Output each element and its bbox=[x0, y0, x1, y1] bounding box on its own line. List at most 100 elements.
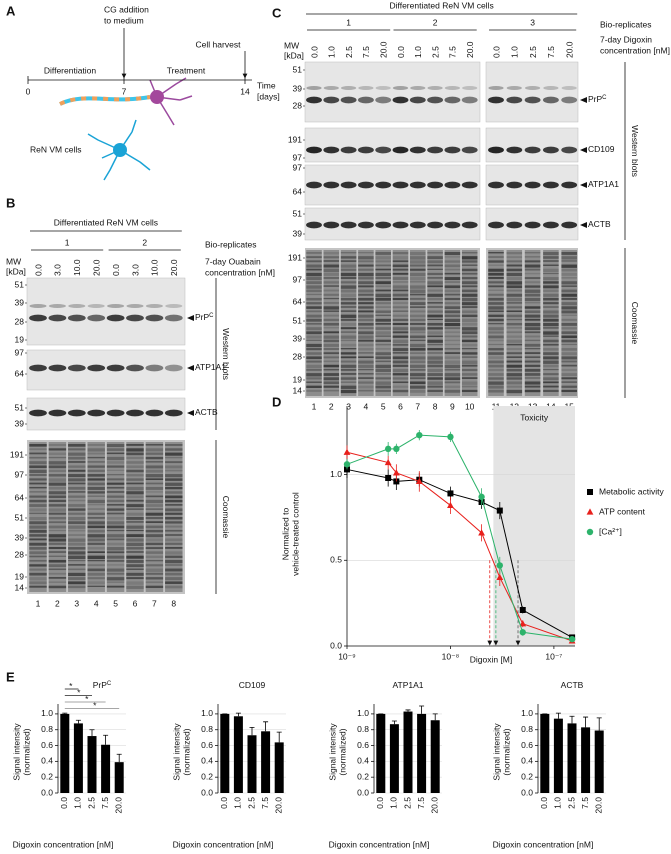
coomassie-band bbox=[48, 512, 67, 515]
y-tick-label: 0.8 bbox=[521, 724, 533, 734]
mw-label: 97 bbox=[293, 274, 303, 284]
coomassie-band bbox=[323, 352, 340, 355]
y-tick-label: 0.8 bbox=[357, 724, 369, 734]
concentration-label: 20.0 bbox=[169, 259, 179, 276]
coomassie-band bbox=[392, 252, 409, 255]
coomassie-band bbox=[340, 385, 357, 389]
band bbox=[357, 221, 374, 229]
coomassie-band bbox=[48, 499, 67, 503]
coomassie-band bbox=[358, 260, 374, 263]
error-bar bbox=[405, 709, 411, 712]
coomassie-band bbox=[427, 264, 443, 267]
blot bbox=[304, 127, 481, 163]
header: Differentiated ReN VM cells bbox=[54, 217, 158, 227]
coomassie-band bbox=[427, 331, 443, 335]
coomassie-band bbox=[524, 381, 541, 385]
coomassie-band bbox=[461, 343, 478, 347]
coomassie-band bbox=[165, 491, 183, 494]
coomassie-band bbox=[524, 310, 541, 313]
mw-label: 28 bbox=[15, 549, 25, 559]
coomassie-band bbox=[68, 474, 86, 478]
coomassie-band bbox=[29, 444, 47, 447]
coomassie-band bbox=[375, 260, 391, 263]
coomassie-band bbox=[461, 327, 478, 331]
coomassie-band bbox=[543, 314, 559, 318]
concentration-label: 7.5 bbox=[448, 46, 458, 58]
coomassie-band bbox=[126, 551, 144, 553]
replicate-label: 2 bbox=[433, 17, 438, 27]
coomassie-band bbox=[392, 373, 409, 376]
coomassie-band bbox=[488, 373, 504, 376]
coomassie-band bbox=[48, 465, 67, 469]
coomassie-band bbox=[561, 252, 577, 255]
lane-label: 5 bbox=[381, 401, 386, 411]
coomassie-band bbox=[29, 474, 47, 476]
coomassie-band bbox=[323, 335, 340, 339]
coomassie-band bbox=[524, 297, 541, 302]
y-tick-label: 1.0 bbox=[201, 708, 213, 718]
band bbox=[87, 314, 106, 322]
coomassie-band bbox=[126, 448, 144, 452]
coomassie-band bbox=[340, 281, 357, 284]
coomassie-band bbox=[323, 389, 340, 392]
coomassie-band bbox=[488, 323, 504, 325]
coomassie-band bbox=[461, 293, 478, 297]
coomassie-band bbox=[543, 268, 559, 272]
coomassie-band bbox=[410, 348, 426, 351]
coomassie-band bbox=[427, 310, 443, 313]
concentration-label: 20.0 bbox=[465, 41, 475, 58]
coomassie-band bbox=[410, 335, 426, 339]
coomassie-band bbox=[165, 444, 183, 446]
coomassie-band bbox=[68, 465, 86, 468]
band bbox=[506, 221, 523, 229]
mw-label: 28 bbox=[293, 351, 303, 361]
coomassie-band bbox=[87, 555, 105, 560]
coomassie-band bbox=[165, 534, 183, 536]
coomassie-band bbox=[461, 389, 478, 393]
coomassie-band bbox=[392, 260, 409, 263]
mw-title: MW bbox=[6, 256, 21, 266]
label-arrow bbox=[580, 182, 587, 188]
lane-label: 5 bbox=[113, 598, 118, 608]
coomassie-band bbox=[126, 474, 144, 477]
coomassie-band bbox=[106, 542, 125, 546]
coomassie-band bbox=[340, 277, 357, 279]
event-label: Cell harvest bbox=[196, 39, 242, 49]
y-axis-label: Signal intensity bbox=[327, 723, 337, 781]
coomassie-band bbox=[145, 504, 164, 507]
coomassie-band bbox=[410, 318, 426, 322]
coomassie-band bbox=[106, 534, 125, 538]
coomassie-band bbox=[444, 264, 461, 268]
data-point bbox=[416, 431, 423, 439]
coomassie-band bbox=[106, 555, 125, 559]
coomassie-band bbox=[524, 314, 541, 318]
coomassie-band bbox=[306, 293, 322, 296]
coomassie-band bbox=[444, 335, 461, 338]
replicate-label: 1 bbox=[346, 17, 351, 27]
band bbox=[506, 96, 523, 104]
coomassie-band bbox=[323, 302, 340, 304]
coomassie-band bbox=[524, 343, 541, 347]
coomassie-band bbox=[358, 389, 374, 392]
coomassie-band bbox=[87, 517, 105, 519]
coomassie-band bbox=[410, 331, 426, 334]
coomassie-band bbox=[87, 547, 105, 550]
coomassie-band bbox=[543, 327, 559, 329]
band bbox=[488, 221, 504, 229]
coomassie-band bbox=[323, 281, 340, 284]
band bbox=[409, 221, 426, 229]
coomassie-band bbox=[29, 555, 47, 558]
coomassie-band bbox=[543, 277, 559, 281]
band bbox=[306, 181, 322, 189]
coomassie-band bbox=[145, 577, 164, 580]
time-tick-label: 14 bbox=[240, 86, 250, 96]
coomassie-band bbox=[323, 277, 340, 279]
coomassie-band bbox=[29, 577, 47, 581]
coomassie-band bbox=[410, 289, 426, 293]
coomassie-band bbox=[561, 314, 577, 316]
chart-title-text: ATP1A1 bbox=[392, 680, 423, 690]
error-bar bbox=[75, 719, 81, 724]
blot-label-text: ACTB bbox=[588, 219, 611, 229]
data-point bbox=[384, 458, 392, 466]
